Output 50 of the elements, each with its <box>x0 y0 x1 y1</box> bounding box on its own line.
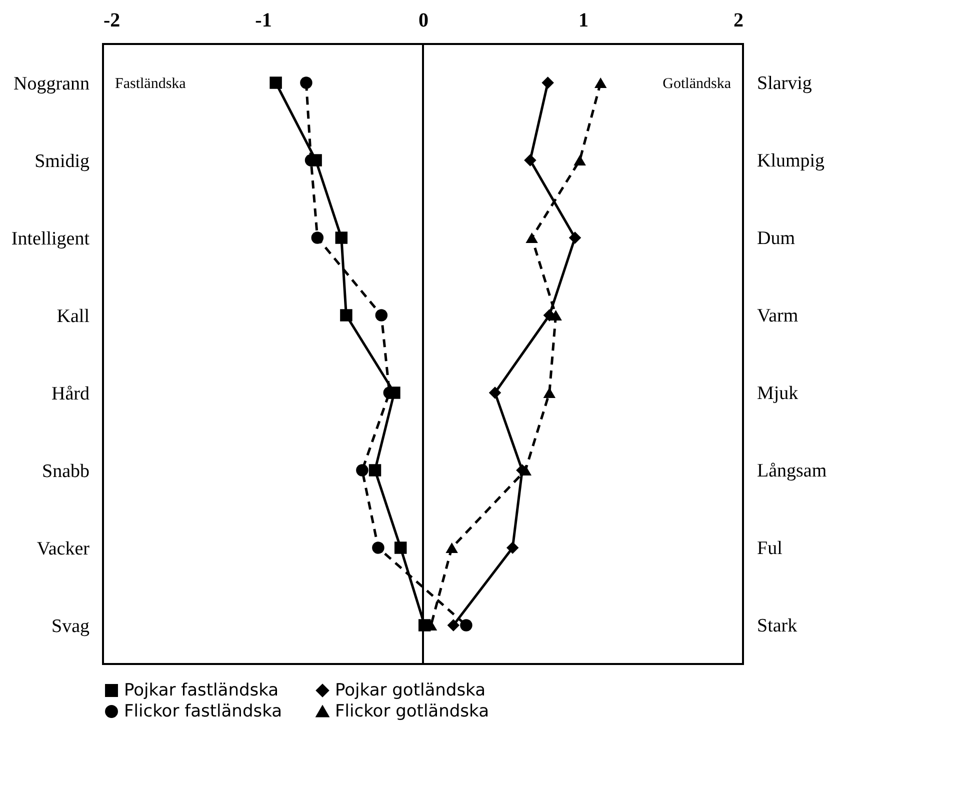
y2-tick-label: Ful <box>757 538 782 559</box>
y-tick-label: Snabb <box>42 460 90 482</box>
annotation: Fastländska <box>115 76 186 92</box>
y2-tick-label: Dum <box>757 228 796 249</box>
point <box>446 542 458 554</box>
point <box>368 464 382 476</box>
y2-tick-label: Slarvig <box>757 72 812 94</box>
point <box>488 386 502 399</box>
point <box>519 464 532 476</box>
y-tick-label: Hård <box>52 383 90 404</box>
legend-label: Pojkar fastländska <box>124 680 279 701</box>
point <box>594 77 607 88</box>
point <box>372 542 384 554</box>
y-tick-label: Intelligent <box>11 228 90 250</box>
point <box>300 76 312 89</box>
y2-tick-label: Klumpig <box>757 150 826 172</box>
x-tick-label: 0 <box>418 10 428 32</box>
legend-label: Pojkar gotländska <box>335 680 486 701</box>
point <box>340 309 352 322</box>
y-tick-label: Kall <box>56 306 90 327</box>
y2-tick-label: Mjuk <box>757 382 799 404</box>
y2-tick-label: Stark <box>757 615 798 636</box>
point <box>542 76 554 89</box>
y-tick-label: Noggrann <box>14 73 90 94</box>
point <box>356 464 368 476</box>
point <box>270 76 282 89</box>
x-tick-label: -2 <box>104 10 120 32</box>
y2-tick-label: Varm <box>757 305 798 326</box>
point <box>524 154 536 166</box>
x-tick-label: -1 <box>255 10 272 32</box>
x-tick-label: 1 <box>578 10 588 32</box>
y2-tick-label: Långsam <box>757 460 827 482</box>
annotation: Gotländska <box>662 76 732 92</box>
point <box>394 542 407 554</box>
point <box>375 309 388 322</box>
legend-label: Flickor fastländska <box>124 702 282 722</box>
point <box>447 619 460 632</box>
point <box>568 232 582 244</box>
point <box>506 542 519 554</box>
point <box>335 232 348 244</box>
point <box>460 619 472 632</box>
legend-label: Flickor gotländska <box>335 702 489 722</box>
point <box>526 232 538 244</box>
point <box>550 310 562 321</box>
point <box>311 232 324 244</box>
y-tick-label: Smidig <box>34 150 90 172</box>
y-tick-label: Vacker <box>36 538 90 560</box>
y-tick-label: Svag <box>52 616 90 637</box>
point <box>574 154 586 166</box>
x-tick-label: 2 <box>734 10 744 32</box>
